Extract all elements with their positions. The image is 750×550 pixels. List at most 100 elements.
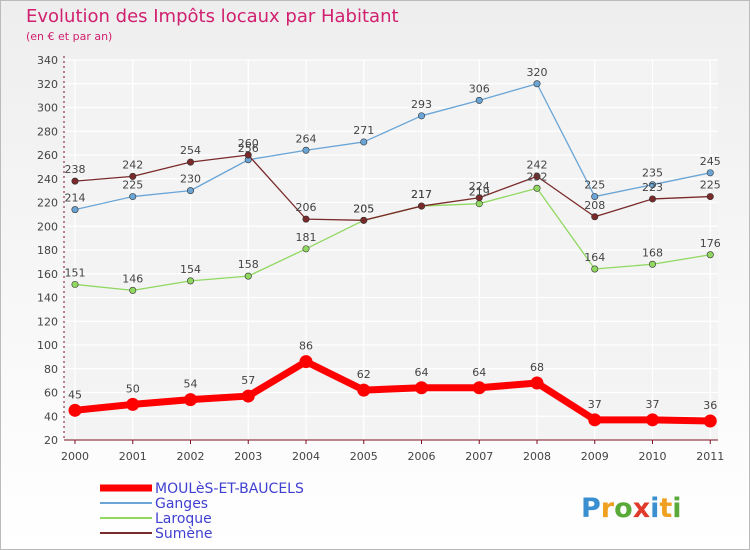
y-tick-label: 20 — [44, 434, 58, 447]
data-label: 64 — [472, 366, 486, 379]
y-tick-label: 40 — [44, 410, 58, 423]
data-label: 164 — [584, 251, 605, 264]
data-point — [415, 381, 428, 395]
data-label: 254 — [180, 144, 201, 157]
data-point — [184, 393, 197, 407]
data-label: 86 — [299, 340, 313, 353]
data-point — [417, 112, 425, 120]
x-tick-label: 2002 — [177, 450, 205, 463]
y-tick-label: 160 — [37, 268, 58, 281]
data-label: 205 — [353, 202, 374, 215]
data-label: 225 — [700, 179, 721, 192]
x-tick-label: 2010 — [639, 450, 667, 463]
y-tick-label: 240 — [37, 173, 58, 186]
data-label: 146 — [122, 272, 143, 285]
data-point — [302, 146, 310, 154]
data-label: 64 — [415, 366, 429, 379]
x-tick-label: 2001 — [119, 450, 147, 463]
data-label: 168 — [642, 246, 663, 259]
data-point — [530, 376, 544, 390]
data-point — [71, 280, 79, 288]
data-label: 245 — [700, 155, 721, 168]
data-point — [71, 206, 79, 214]
data-label: 223 — [642, 181, 663, 194]
data-point — [129, 286, 137, 294]
y-tick-label: 260 — [37, 149, 58, 162]
x-tick-label: 2011 — [696, 450, 724, 463]
data-point — [129, 193, 137, 201]
legend-label: MOULèS-ET-BAUCELS — [155, 481, 304, 497]
data-labels: 45 50 54 57 86 62 64 64 68 37 37 36 214 225 230 256 264 2… — [65, 66, 721, 412]
data-label: 217 — [411, 188, 432, 201]
data-point — [588, 413, 602, 427]
y-tick-label: 100 — [37, 339, 58, 352]
data-label: 214 — [65, 192, 86, 205]
y-tick-label: 320 — [37, 78, 58, 91]
data-point — [591, 193, 599, 201]
data-point — [71, 177, 79, 185]
data-point — [302, 245, 310, 253]
data-point — [706, 193, 714, 201]
data-label: 238 — [65, 163, 86, 176]
data-label: 45 — [68, 388, 82, 401]
y-tick-label: 80 — [44, 363, 58, 376]
series-line-ganges — [74, 83, 711, 211]
data-point — [129, 172, 137, 180]
x-tick-label: 2007 — [465, 450, 493, 463]
data-label: 206 — [296, 201, 317, 214]
data-label: 154 — [180, 263, 201, 276]
y-tick-label: 120 — [37, 315, 58, 328]
data-label: 225 — [584, 179, 605, 192]
proxiti-logo: Proxiti — [581, 493, 682, 524]
data-label: 293 — [411, 98, 432, 111]
data-point — [648, 181, 656, 189]
data-point — [706, 169, 714, 177]
data-label: 181 — [296, 231, 317, 244]
chart-title: Evolution des Impôts locaux par Habitant — [26, 6, 399, 27]
x-tick-label: 2000 — [61, 450, 89, 463]
grid — [64, 59, 718, 441]
data-point — [68, 403, 82, 417]
data-label: 205 — [353, 202, 374, 215]
data-label: 36 — [703, 399, 717, 412]
data-point — [360, 138, 368, 146]
y-tick-label: 280 — [37, 125, 58, 138]
data-point — [703, 414, 717, 428]
y-tick-label: 180 — [37, 244, 58, 257]
data-label: 260 — [238, 137, 259, 150]
legend-label: Sumène — [155, 526, 213, 542]
data-label: 306 — [469, 82, 490, 95]
data-point — [302, 215, 310, 223]
data-point — [244, 151, 252, 159]
data-point — [591, 265, 599, 273]
data-label: 208 — [584, 199, 605, 212]
data-point — [648, 195, 656, 203]
data-label: 158 — [238, 258, 259, 271]
legend-label: Ganges — [155, 496, 208, 512]
data-label: 256 — [238, 142, 259, 155]
axes: 20 40 60 80 100 120 140 160 180 200 220 240 260 280 30… — [37, 54, 724, 463]
data-point — [187, 158, 195, 166]
y-tick-label: 300 — [37, 102, 58, 115]
data-label: 68 — [530, 361, 544, 374]
data-point — [533, 80, 541, 88]
data-label: 176 — [700, 237, 721, 250]
data-point — [475, 96, 483, 104]
data-label: 242 — [122, 158, 143, 171]
data-label: 217 — [411, 188, 432, 201]
data-label: 219 — [469, 186, 490, 199]
data-label: 225 — [122, 179, 143, 192]
data-label: 271 — [353, 124, 374, 137]
data-label: 235 — [642, 167, 663, 180]
data-label: 232 — [527, 170, 548, 183]
data-label: 224 — [469, 180, 490, 193]
data-point — [472, 381, 486, 395]
data-point — [241, 389, 255, 403]
data-point — [187, 187, 195, 195]
series-line-moul-s-et-baucels — [74, 358, 711, 425]
data-point — [706, 251, 714, 259]
chart-subtitle: (en € et par an) — [26, 30, 112, 43]
x-tick-label: 2004 — [292, 450, 320, 463]
